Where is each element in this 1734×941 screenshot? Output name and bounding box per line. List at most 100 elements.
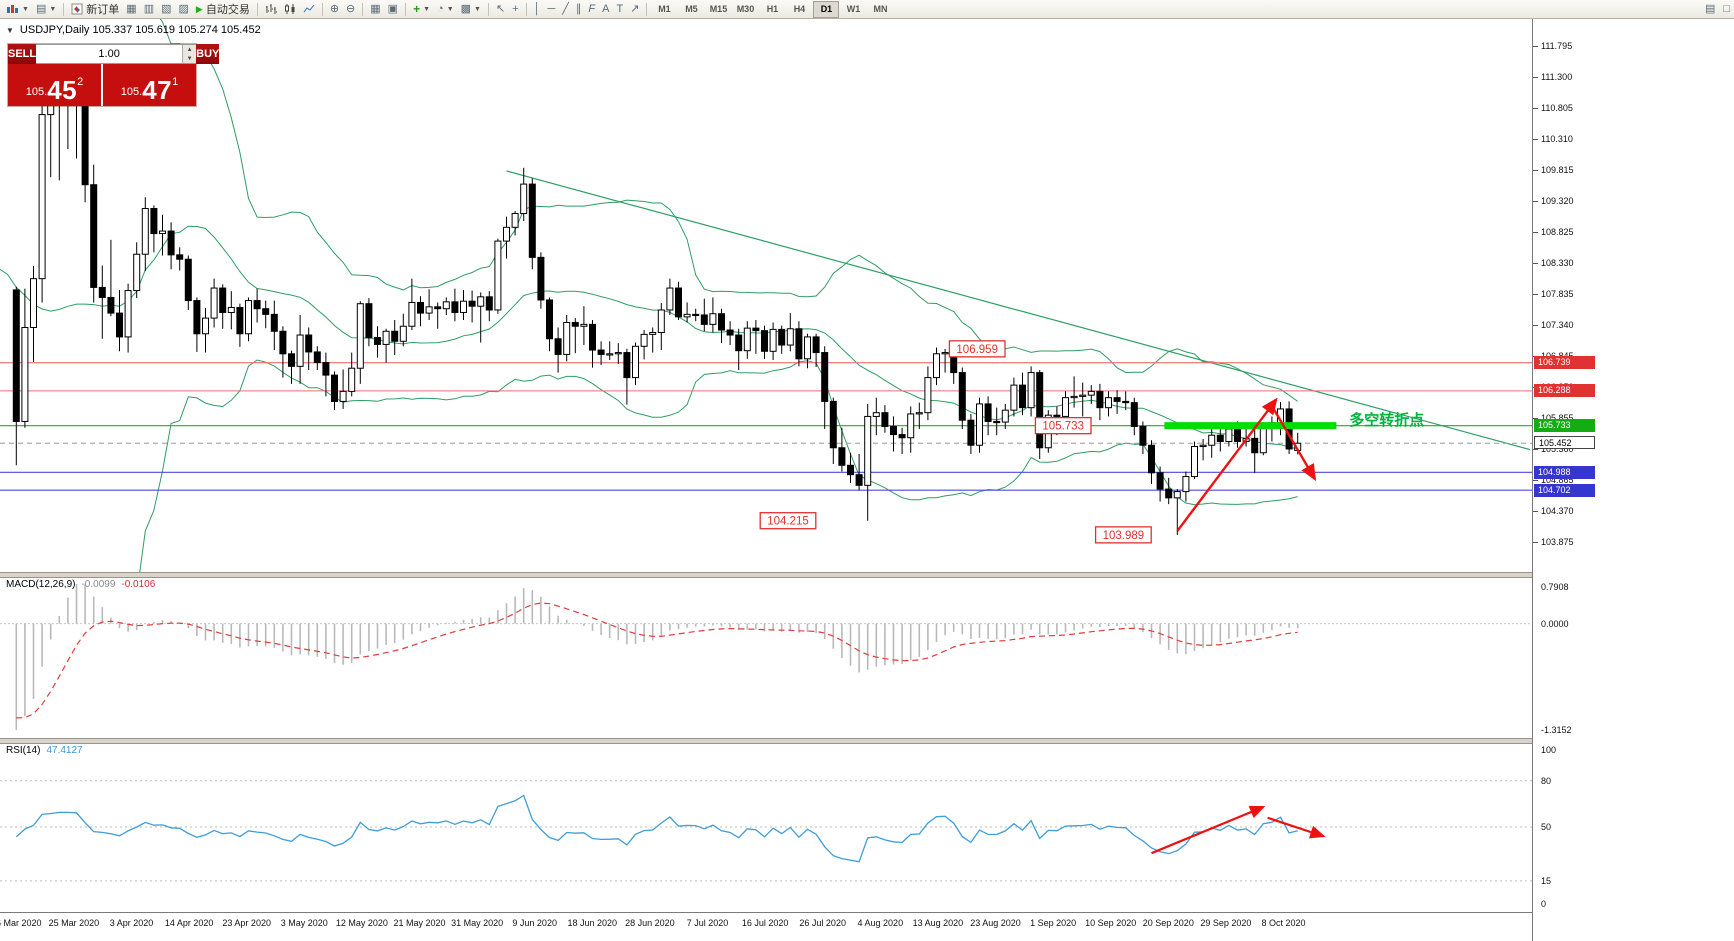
- play-icon: ▶: [195, 3, 203, 14]
- crosshair-icon: +: [512, 2, 519, 15]
- trendline-button[interactable]: ╱: [559, 1, 572, 17]
- svg-text:103.989: 103.989: [1103, 530, 1145, 542]
- price-tick: [1533, 511, 1538, 512]
- price-tick: [1533, 77, 1538, 78]
- main-chart-canvas[interactable]: 106.959 105.733 104.215 103.989 多空转折点: [0, 18, 1532, 572]
- buy-button[interactable]: BUY: [196, 44, 220, 64]
- one-click-toggle-icon[interactable]: ▼: [6, 25, 14, 35]
- chevron-down-icon: ▼: [22, 5, 29, 13]
- date-label: 12 May 2020: [335, 918, 388, 928]
- timeframe-button-M15[interactable]: M15: [709, 4, 728, 14]
- navigator-button[interactable]: ▧: [158, 1, 174, 17]
- arrows-tool-button[interactable]: ↗: [627, 1, 642, 17]
- buy-price-display[interactable]: 105. 47 1: [103, 64, 196, 106]
- profiles-icon: ▤: [35, 2, 47, 15]
- date-label: 7 Jul 2020: [686, 918, 729, 928]
- tile-windows-button[interactable]: ▦: [367, 1, 383, 17]
- profiles-button[interactable]: ▤ ▼: [33, 1, 59, 17]
- one-click-prices: 105. 45 2 105. 47 1: [8, 64, 196, 106]
- horizontal-line-button[interactable]: ─: [545, 1, 559, 17]
- new-order-button[interactable]: 新订单: [68, 1, 122, 17]
- print-button[interactable]: ▤: [1702, 1, 1718, 17]
- one-click-trading-panel: SELL ▲ ▼ BUY 105. 45 2 105. 47 1: [8, 44, 220, 106]
- timeframe-button-W1[interactable]: W1: [846, 4, 861, 14]
- terminal-button[interactable]: ▨: [176, 1, 192, 17]
- macd-canvas[interactable]: [0, 576, 1532, 738]
- crosshair-button[interactable]: +: [509, 1, 521, 17]
- bar-chart-icon: [265, 4, 277, 14]
- new-chart-button[interactable]: ▼: [3, 1, 32, 17]
- text-button[interactable]: A: [599, 1, 612, 17]
- separator: [321, 2, 323, 16]
- chevron-down-icon: ▼: [446, 5, 454, 13]
- sell-price-display[interactable]: 105. 45 2: [8, 64, 101, 106]
- date-label: 20 Sep 2020: [1142, 918, 1194, 928]
- zoom-in-button[interactable]: ⊕: [327, 1, 342, 17]
- autotrading-button[interactable]: ▶ 自动交易: [193, 1, 253, 17]
- price-tick: [1533, 418, 1538, 419]
- sell-price-prefix: 105.: [25, 86, 48, 98]
- timeframe-button-M30[interactable]: M30: [736, 4, 755, 14]
- sell-price-big: 45: [47, 75, 78, 105]
- timeframe-button-H4[interactable]: H4: [793, 4, 806, 14]
- volume-input[interactable]: [36, 45, 183, 63]
- buy-price-prefix: 105.: [120, 86, 143, 98]
- pane-splitter[interactable]: [0, 572, 1596, 578]
- price-tick: [1533, 46, 1538, 47]
- price-line-tag: 106.288: [1534, 384, 1595, 398]
- sell-button[interactable]: SELL: [8, 44, 37, 64]
- chart-line-button[interactable]: [300, 1, 318, 17]
- svg-text:多空转折点: 多空转折点: [1349, 411, 1424, 429]
- date-label: 21 May 2020: [393, 918, 446, 928]
- price-tick-label: 106.845: [1541, 351, 1574, 362]
- timeframe-button-M5[interactable]: M5: [685, 4, 698, 14]
- macd-scale-min: -1.3152: [1541, 725, 1572, 735]
- volume-up-button[interactable]: ▲: [183, 45, 197, 54]
- date-label: 14 Apr 2020: [164, 918, 214, 928]
- text-label-button[interactable]: T: [614, 1, 627, 17]
- volume-down-button[interactable]: ▼: [183, 54, 197, 63]
- date-label: 13 Aug 2020: [912, 918, 964, 928]
- templates-icon: ▩: [460, 2, 472, 15]
- cascade-windows-button[interactable]: ▣: [385, 1, 401, 17]
- price-tick: [1533, 201, 1538, 202]
- preview-button[interactable]: □: [1720, 1, 1733, 17]
- vertical-line-button[interactable]: │: [531, 1, 544, 17]
- buy-price-pip: 1: [172, 76, 179, 88]
- cursor-button[interactable]: ↖: [493, 1, 508, 17]
- data-window-button[interactable]: ▥: [141, 1, 157, 17]
- text-icon: A: [602, 2, 610, 15]
- trendline-icon: ╱: [562, 2, 569, 15]
- separator: [405, 2, 407, 16]
- chart-candles-button[interactable]: [281, 1, 299, 17]
- timeframe-button-D1[interactable]: D1: [813, 0, 840, 18]
- line-chart-icon: [303, 4, 315, 13]
- chevron-down-icon: ▼: [474, 5, 481, 13]
- date-label: 4 Aug 2020: [857, 918, 904, 928]
- timeframe-group: M1 M5 M15 M30 H1 H4 D1 W1 MN: [651, 0, 893, 18]
- fibonacci-button[interactable]: F: [585, 1, 598, 17]
- pane-splitter[interactable]: [0, 738, 1596, 744]
- rsi-canvas[interactable]: [0, 742, 1532, 912]
- indicators-button[interactable]: + ▼: [410, 1, 433, 17]
- zoom-out-button[interactable]: ⊖: [343, 1, 358, 17]
- date-label: 28 Jun 2020: [625, 918, 675, 928]
- timeframe-button-H1[interactable]: H1: [766, 4, 779, 14]
- macd-value-main: -0.0099: [81, 579, 116, 590]
- timeframe-button-MN[interactable]: MN: [873, 4, 888, 14]
- market-watch-button[interactable]: ▦: [123, 1, 139, 17]
- periods-button[interactable]: ◔ ▼: [434, 1, 457, 17]
- price-line-tag: 106.739: [1534, 356, 1595, 370]
- channel-button[interactable]: ∥: [573, 1, 585, 17]
- horizontal-line-icon: ─: [547, 2, 556, 15]
- chart-bars-button[interactable]: [262, 1, 280, 17]
- timeframe-button-M1[interactable]: M1: [658, 4, 671, 14]
- price-tick: [1533, 449, 1538, 450]
- price-line-tag: 104.988: [1534, 465, 1595, 479]
- macd-indicator-label: MACD(12,26,9) -0.0099 -0.0106: [6, 579, 155, 590]
- templates-button[interactable]: ▩ ▼: [458, 1, 484, 17]
- price-tick-label: 108.330: [1541, 258, 1574, 268]
- price-tick: [1533, 294, 1538, 295]
- date-label: 26 Jul 2020: [799, 918, 846, 928]
